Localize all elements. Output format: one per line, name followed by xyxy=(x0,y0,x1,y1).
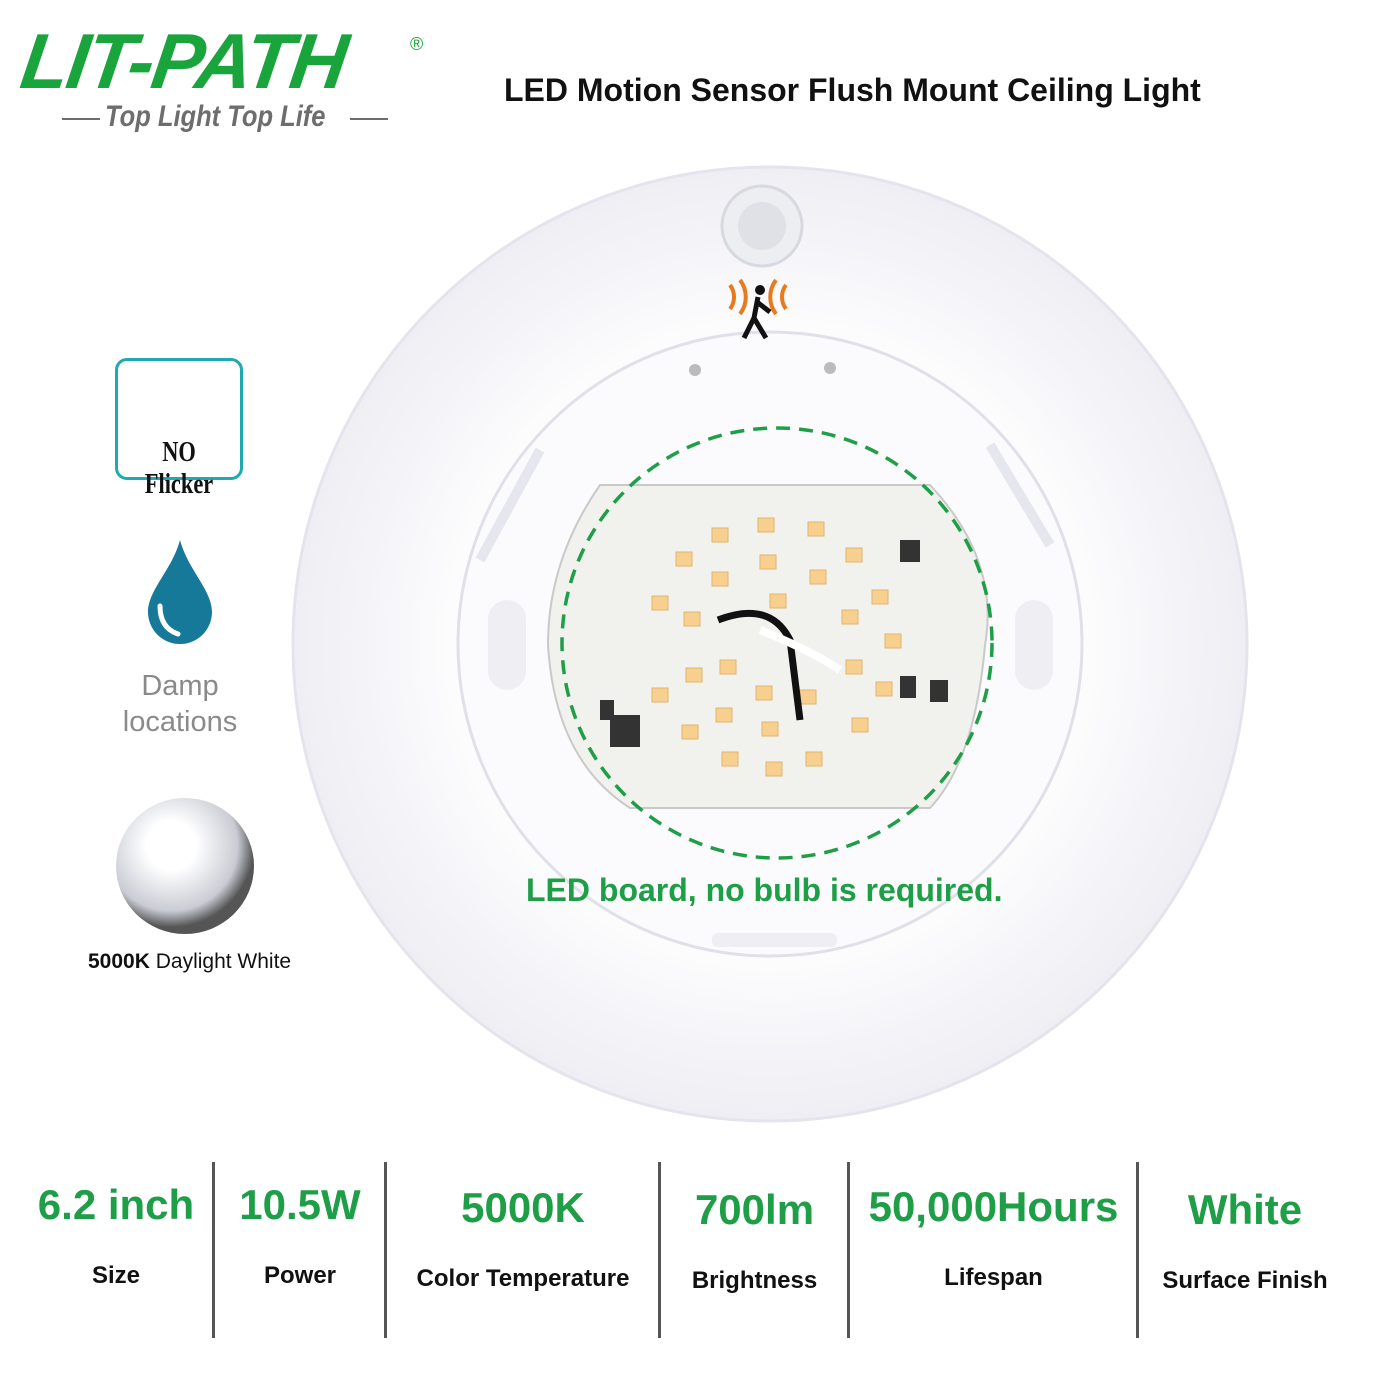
components xyxy=(600,540,948,747)
spec-brightness: 700lm Brightness xyxy=(661,1185,848,1295)
spec-label: Surface Finish xyxy=(1162,1267,1328,1294)
led-chips xyxy=(651,517,902,777)
light-bulb-glow-icon xyxy=(116,798,254,934)
spec-value: 50,000Hours xyxy=(868,1183,1119,1230)
spec-divider xyxy=(847,1162,850,1338)
led-board xyxy=(546,484,989,809)
spec-label: Power xyxy=(263,1262,337,1289)
tagline-rule-right xyxy=(350,118,388,120)
feature-damp-locations: Damp locations xyxy=(100,668,260,740)
spec-label: Lifespan xyxy=(944,1264,1043,1291)
tagline-rule-left xyxy=(62,118,100,120)
spec-surface-finish: White Surface Finish xyxy=(1140,1185,1350,1295)
spec-value: 700lm xyxy=(694,1186,815,1233)
feature-label-line1: Damp xyxy=(141,670,219,702)
spec-divider xyxy=(384,1162,387,1338)
feature-label: Daylight White xyxy=(149,950,292,973)
spec-value: White xyxy=(1187,1186,1303,1233)
spec-power: 10.5W Power xyxy=(215,1180,385,1290)
spec-size: 6.2 inch Size xyxy=(20,1180,212,1290)
feature-no-flicker: NO Flicker xyxy=(115,358,243,500)
spec-value: 5000K xyxy=(461,1184,585,1231)
spec-lifespan: 50,000Hours Lifespan xyxy=(850,1182,1137,1292)
spec-value: 10.5W xyxy=(239,1181,361,1228)
feature-label-bold: 5000K xyxy=(88,950,150,973)
registered-mark: ® xyxy=(410,34,424,54)
feature-label-line2: locations xyxy=(122,706,238,738)
spec-divider xyxy=(1136,1162,1139,1338)
walking-person-icon xyxy=(728,278,788,316)
spec-label: Brightness xyxy=(691,1267,818,1294)
spec-value: 6.2 inch xyxy=(37,1181,195,1228)
image-caption: LED board, no bulb is required. xyxy=(526,872,1003,908)
highlight-dashed-circle xyxy=(560,426,994,860)
spec-label: Color Temperature xyxy=(416,1265,630,1292)
brand-tagline: Top Light Top Life xyxy=(105,100,326,133)
spec-divider xyxy=(212,1162,215,1338)
water-drop-icon xyxy=(148,540,212,644)
spec-color-temperature: 5000K Color Temperature xyxy=(387,1183,659,1293)
feature-daylight-white: 5000K Daylight White xyxy=(88,950,291,974)
feature-label: NO Flicker xyxy=(144,437,214,500)
spec-divider xyxy=(658,1162,661,1338)
page-title: LED Motion Sensor Flush Mount Ceiling Li… xyxy=(504,72,1201,108)
spec-label: Size xyxy=(91,1262,141,1289)
